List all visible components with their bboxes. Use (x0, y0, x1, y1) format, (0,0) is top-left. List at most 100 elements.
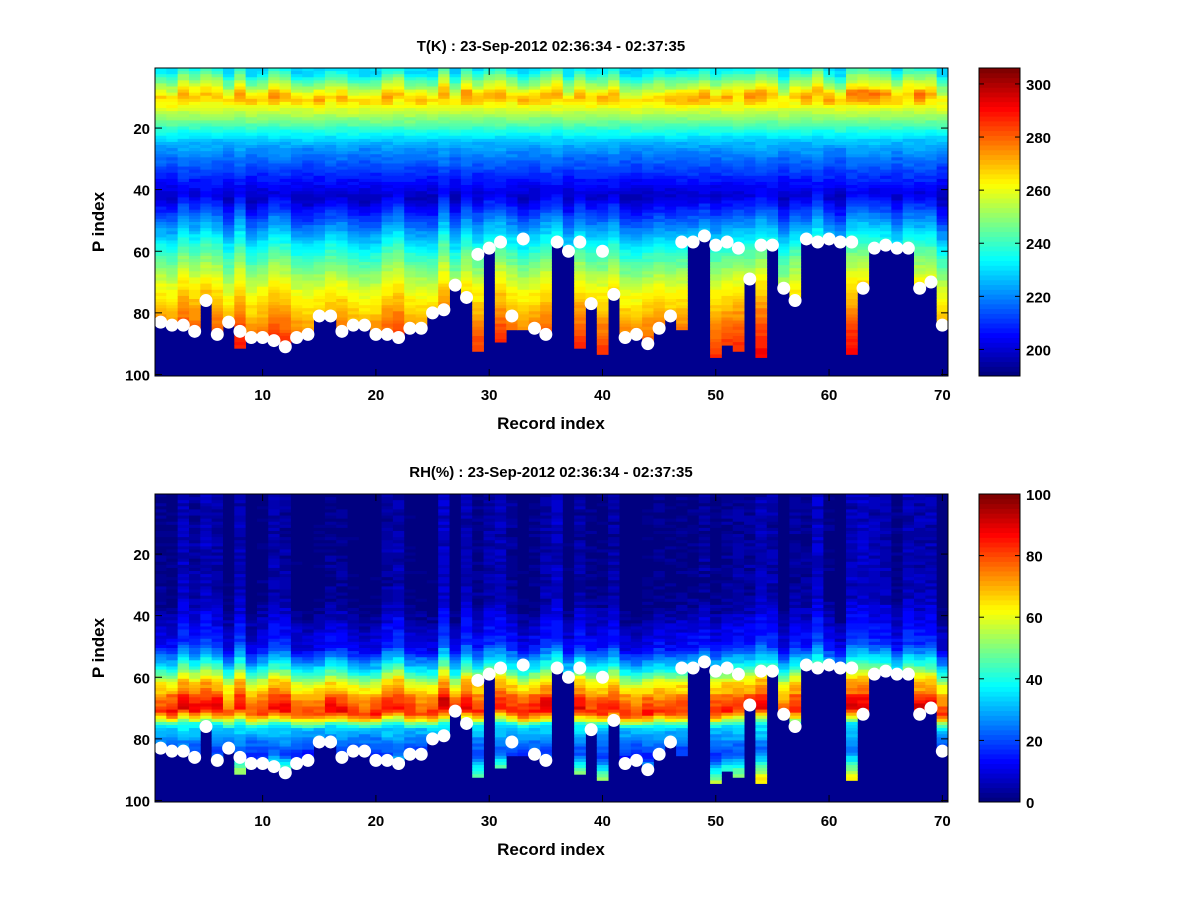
heatmap-cell (472, 77, 484, 81)
heatmap-cell (710, 351, 722, 355)
heatmap-cell (290, 320, 303, 325)
heatmap-cell (585, 277, 598, 281)
heatmap-cell (279, 218, 292, 223)
heatmap-cell (789, 71, 802, 75)
heatmap-cell (460, 92, 473, 97)
heatmap-cell (630, 95, 643, 100)
heatmap-cell (313, 234, 326, 238)
heatmap-cell (268, 80, 281, 84)
heatmap-cell (449, 104, 462, 109)
heatmap-cell (789, 160, 802, 164)
heatmap-cell (642, 101, 654, 106)
heatmap-cell (517, 228, 530, 232)
heatmap-cell (528, 255, 541, 260)
heatmap-cell (426, 283, 439, 288)
heatmap-cell (676, 197, 688, 201)
heatmap-cell (653, 218, 666, 223)
heatmap-cell (381, 311, 394, 315)
heatmap-cell (415, 145, 428, 149)
heatmap-cell (494, 265, 507, 269)
heatmap-cell (710, 203, 722, 207)
heatmap-cell (268, 101, 281, 106)
heatmap-cell (279, 197, 292, 201)
heatmap-cell (324, 86, 337, 90)
heatmap-cell (188, 80, 201, 84)
heatmap-cell (551, 203, 564, 207)
heatmap-cell (528, 274, 541, 278)
heatmap-cell (177, 215, 190, 220)
heatmap-cell (585, 185, 598, 189)
heatmap-cell (290, 197, 303, 201)
heatmap-cell (188, 265, 201, 269)
heatmap-cell (324, 172, 337, 177)
heatmap-cell (494, 178, 507, 183)
heatmap-cell (324, 295, 337, 300)
heatmap-cell (766, 77, 779, 81)
heatmap-cell (732, 77, 745, 81)
heatmap-cell (166, 86, 179, 90)
heatmap-cell (404, 191, 416, 195)
heatmap-cell (823, 194, 836, 198)
heatmap-cell (256, 277, 269, 281)
heatmap-cell (744, 80, 756, 84)
heatmap-cell (166, 308, 179, 312)
heatmap-cell (392, 86, 405, 90)
heatmap-cell (358, 123, 371, 127)
heatmap-cell (494, 172, 507, 177)
heatmap-cell (846, 169, 858, 174)
heatmap-cell (540, 95, 552, 100)
heatmap-cell (347, 117, 360, 121)
heatmap-cell (392, 129, 405, 134)
heatmap-cell (302, 206, 314, 211)
heatmap-cell (676, 262, 688, 266)
heatmap-cell (404, 277, 416, 281)
heatmap-cell (664, 138, 677, 143)
heatmap-cell (313, 172, 326, 177)
heatmap-cell (540, 194, 552, 198)
heatmap-cell (313, 104, 326, 109)
heatmap-cell (721, 280, 734, 284)
heatmap-cell (823, 92, 836, 97)
heatmap-cell (664, 132, 677, 137)
heatmap-cell (483, 178, 496, 183)
heatmap-cell (608, 246, 620, 251)
heatmap-cell (528, 120, 541, 124)
heatmap-cell (778, 129, 790, 134)
heatmap-column (574, 68, 586, 349)
heatmap-cell (324, 225, 337, 229)
heatmap-cell (551, 166, 564, 171)
heatmap-cell (710, 292, 722, 297)
heatmap-cell (721, 222, 734, 226)
heatmap-cell (834, 209, 847, 214)
heatmap-cell (642, 329, 654, 334)
heatmap-cell (392, 181, 405, 186)
heatmap-cell (472, 101, 484, 106)
heatmap-cell (256, 160, 269, 164)
heatmap-cell (313, 185, 326, 189)
heatmap-cell (721, 258, 734, 263)
heatmap-cell (551, 206, 564, 211)
heatmap-cell (392, 326, 405, 331)
heatmap-cell (211, 74, 224, 78)
heatmap-cell (222, 80, 235, 84)
heatmap-cell (812, 98, 824, 103)
heatmap-cell (687, 178, 700, 183)
heatmap-cell (540, 135, 552, 140)
heatmap-cell (472, 178, 484, 183)
heatmap-cell (177, 148, 190, 152)
heatmap-cell (710, 332, 722, 337)
heatmap-cell (324, 302, 337, 306)
heatmap-cell (528, 185, 541, 189)
heatmap-cell (472, 80, 484, 84)
heatmap-cell (528, 135, 541, 140)
heatmap-cell (234, 345, 247, 349)
heatmap-cell (494, 185, 507, 189)
heatmap-cell (732, 277, 745, 281)
heatmap-cell (200, 206, 213, 211)
heatmap-cell (630, 271, 643, 275)
heatmap-cell (846, 157, 858, 161)
heatmap-cell (721, 98, 734, 103)
heatmap-cell (438, 286, 450, 291)
heatmap-cell (732, 197, 745, 201)
heatmap-cell (778, 243, 790, 248)
